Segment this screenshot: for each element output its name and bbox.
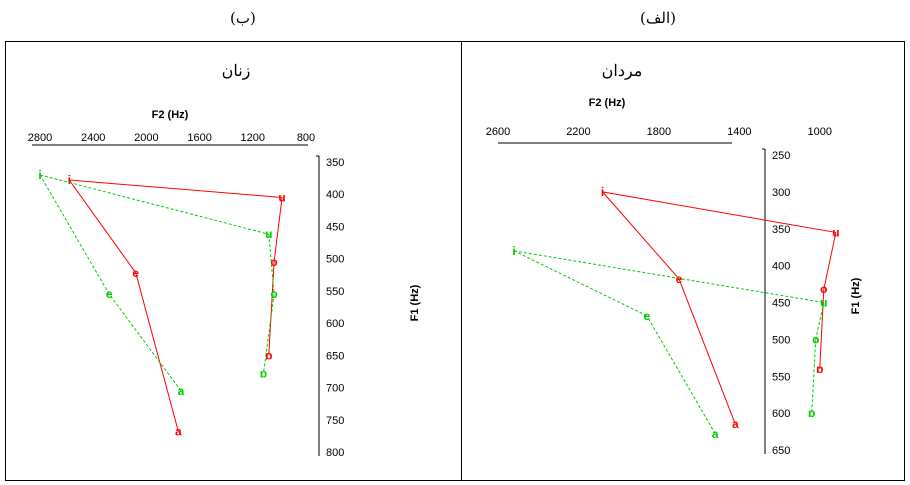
- women-x-axis-label: F2 (Hz): [152, 109, 189, 121]
- women-female-point-o: o: [270, 287, 277, 301]
- men-male-series-line: [823, 232, 837, 290]
- men-y-tick-label: 250: [772, 150, 790, 162]
- men-female-point-a: a: [712, 427, 719, 441]
- men-x-tick-label: 1400: [727, 126, 751, 138]
- women-male-series-line: [268, 261, 275, 356]
- men-male-point-o: o: [820, 282, 827, 296]
- women-female-series-line: [39, 174, 110, 295]
- women-y-tick-label: 350: [326, 157, 344, 169]
- women-female-series-line: [39, 174, 269, 235]
- women-x-tick-label: 1200: [241, 132, 265, 144]
- men-male-point-u: u: [832, 225, 839, 239]
- men-male-series-line: [819, 289, 825, 369]
- part-label-b: (ب): [230, 9, 256, 27]
- women-y-tick-label: 400: [326, 189, 344, 201]
- women-male-point-a: a: [175, 424, 182, 438]
- men-y-axis-label: F1 (Hz): [850, 277, 862, 314]
- women-x-tick-label: 2000: [134, 132, 158, 144]
- women-y-tick-label: 800: [326, 447, 344, 459]
- men-y-tick-label: 300: [772, 187, 790, 199]
- women-female-series-line: [108, 293, 182, 392]
- women-y-tick-label: 500: [326, 254, 344, 266]
- women-male-series-line: [68, 179, 137, 274]
- men-female-series-line: [646, 315, 716, 435]
- women-y-tick-label: 550: [326, 286, 344, 298]
- men-male-series-line: [602, 191, 680, 280]
- men-female-point-e: e: [643, 309, 650, 323]
- women-female-point-i: i: [38, 168, 41, 182]
- women-male-point-i: i: [68, 173, 71, 187]
- men-female-series-line: [811, 339, 817, 414]
- men-male-series-line: [678, 278, 736, 425]
- women-female-point-ɒ: ɒ: [260, 366, 267, 380]
- women-x-tick-label: 2400: [81, 132, 105, 144]
- men-female-point-u: u: [820, 296, 827, 310]
- women-x-tick-label: 2800: [28, 132, 52, 144]
- men-male-point-ɒ: ɒ: [816, 362, 823, 376]
- men-y-tick-label: 600: [772, 408, 790, 420]
- men-formant-chart: مردان F2 (Hz) 2600 2200 1800 1400 1000 250 300 35…: [486, 63, 862, 457]
- men-y-tick-label: 450: [772, 298, 790, 310]
- women-female-point-u: u: [265, 227, 272, 241]
- men-female-series-line: [815, 302, 825, 340]
- women-male-point-o: o: [270, 255, 277, 269]
- men-female-series-line: [514, 250, 824, 303]
- men-female-point-o: o: [812, 332, 819, 346]
- part-label-alef: (الف): [640, 9, 676, 27]
- women-y-axis-label: F1 (Hz): [409, 284, 421, 321]
- men-male-point-a: a: [732, 417, 739, 431]
- women-x-tick-label: 800: [297, 132, 315, 144]
- men-chart-title: مردان: [602, 63, 643, 80]
- men-female-point-i: i: [512, 244, 515, 258]
- panel-divider: [461, 41, 462, 481]
- men-female-point-ɒ: ɒ: [808, 406, 815, 420]
- women-formant-chart: زنان F2 (Hz) 2800 2400 2000 1600 1200 800 350 400…: [28, 63, 421, 459]
- women-male-point-e: e: [132, 266, 139, 280]
- women-male-point-ɒ: ɒ: [265, 348, 272, 362]
- men-female-series-line: [513, 250, 648, 317]
- women-male-series-line: [135, 272, 179, 432]
- men-x-axis-label: F2 (Hz): [589, 97, 626, 109]
- men-male-series-line: [602, 191, 836, 233]
- men-y-tick-label: 550: [772, 371, 790, 383]
- men-x-tick-label: 1800: [647, 126, 671, 138]
- women-male-point-u: u: [278, 190, 285, 204]
- women-y-tick-label: 700: [326, 383, 344, 395]
- women-female-point-e: e: [106, 287, 113, 301]
- men-x-tick-label: 1000: [808, 126, 832, 138]
- men-male-point-e: e: [676, 272, 683, 286]
- women-chart-title: زنان: [222, 63, 251, 80]
- men-y-tick-label: 500: [772, 334, 790, 346]
- men-x-tick-label: 2600: [486, 126, 510, 138]
- women-y-tick-label: 750: [326, 415, 344, 427]
- men-y-tick-label: 350: [772, 224, 790, 236]
- women-female-series-line: [262, 294, 275, 374]
- men-y-tick-label: 400: [772, 261, 790, 273]
- women-y-tick-label: 600: [326, 318, 344, 330]
- women-x-tick-label: 1600: [187, 132, 211, 144]
- women-male-series-line: [69, 179, 283, 198]
- women-female-point-a: a: [178, 384, 185, 398]
- women-y-tick-label: 450: [326, 221, 344, 233]
- men-x-tick-label: 2200: [566, 126, 590, 138]
- figure-frame: [5, 41, 905, 481]
- women-female-series-line: [268, 234, 275, 295]
- men-y-tick-label: 650: [772, 445, 790, 457]
- women-y-tick-label: 650: [326, 350, 344, 362]
- women-male-series-line: [273, 197, 283, 262]
- men-male-point-i: i: [601, 185, 604, 199]
